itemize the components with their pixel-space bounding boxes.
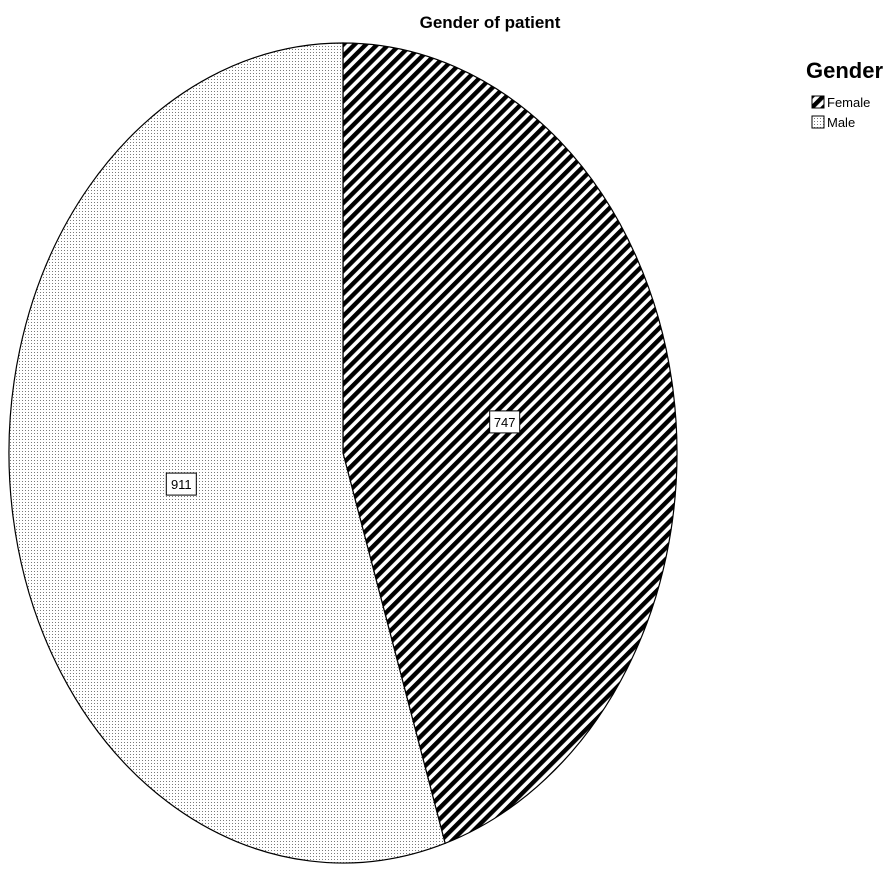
data-label-female: 747 (489, 410, 521, 434)
data-label-box (489, 410, 521, 434)
data-label-box (165, 472, 197, 496)
pie-slice-male (8, 42, 446, 864)
legend-swatch-male (811, 115, 825, 129)
pie-slice-female (342, 42, 678, 845)
legend-label-male: Male (827, 115, 855, 130)
data-label-value: 911 (171, 477, 192, 492)
legend-item-male: Male (811, 115, 855, 130)
data-label-value: 747 (494, 415, 516, 430)
legend-swatch-female (811, 95, 825, 109)
legend-title: Gender (806, 58, 883, 83)
legend-label-female: Female (827, 95, 870, 110)
chart-title: Gender of patient (420, 13, 561, 32)
legend: Gender Female Male (806, 58, 883, 130)
pie-data-labels: 747 911 (165, 410, 521, 496)
data-label-male: 911 (165, 472, 197, 496)
legend-item-female: Female (811, 95, 870, 110)
pie-slices (8, 42, 678, 864)
